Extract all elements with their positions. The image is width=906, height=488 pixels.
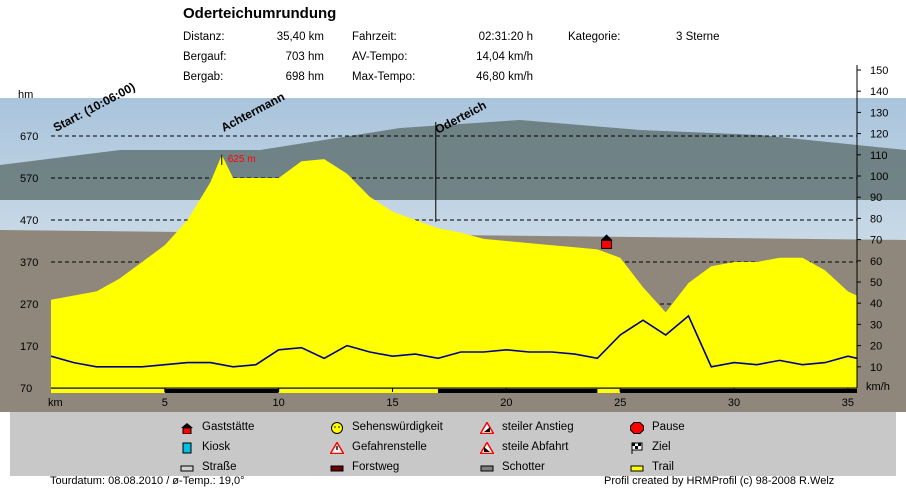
stat-value: 02:31:20 h [478,31,533,43]
stat-value: 46,80 km/h [476,71,533,83]
legend-label: steile Abfahrt [502,441,569,453]
header: Oderteichumrundung Distanz: 35,40 km Ber… [0,0,906,98]
y-axis-label: hm [18,89,33,101]
y-tick-label: 670 [20,131,38,143]
legend-label: Forstweg [352,461,400,473]
stat-label: Fahrzeit: [352,31,397,43]
stat-label: Distanz: [183,31,225,43]
y2-tick-label: 100 [870,171,888,183]
y-tick-label: 270 [20,299,38,311]
x-tick-label: 20 [500,397,512,409]
y2-tick-label: 120 [870,129,888,141]
y-tick-label: 370 [20,257,38,269]
elevation-area [51,154,857,388]
house-icon [180,422,194,434]
poi-markers [600,234,613,249]
stat-value: 698 hm [285,71,324,83]
footer-tour-date: Tourdatum: 08.08.2010 / ø-Temp.: 19,0° [50,475,245,487]
stat-value: 3 Sterne [676,31,720,43]
legend-label: Straße [202,461,237,473]
stat-value: 703 hm [285,51,324,63]
x-tick-label: 35 [842,397,854,409]
legend-label: Gaststätte [202,421,255,433]
footer-credits: Profil created by HRMProfil (c) 98-2008 … [604,475,835,487]
stat-label: Bergauf: [183,51,227,63]
x-tick-label: 10 [273,397,285,409]
y2-tick-label: 30 [870,319,882,331]
page-title: Oderteichumrundung [183,5,337,22]
stat-label: AV-Tempo: [352,51,408,63]
legend-label: Ziel [652,441,671,453]
steep-climb-icon [480,422,494,434]
smiley-icon [330,422,344,434]
y2-tick-label: 20 [870,341,882,353]
trail-swatch [630,462,644,474]
y2-tick-label: 140 [870,86,888,98]
y2-tick-label: 130 [870,107,888,119]
surface-segment [438,389,598,393]
stat-label: Max-Tempo: [352,71,416,83]
y2-tick-label: 10 [870,362,882,374]
peak-value-label: 625 m [228,154,256,165]
y-tick-label: 570 [20,173,38,185]
stop-icon [630,422,644,434]
x-tick-label: 30 [728,397,740,409]
stat-value: 14,04 km/h [476,51,533,63]
legend-label: Kiosk [202,441,231,453]
speed-line [50,314,858,368]
stat-label: Bergab: [183,71,224,83]
finish-flag-icon [630,442,644,454]
y-tick-label: 70 [20,383,32,395]
x-tick-label: 25 [614,397,626,409]
legend-label: Pause [652,421,685,433]
stat-label: Kategorie: [568,31,621,43]
surface-segment [620,389,857,393]
y-tick-label: 470 [20,215,38,227]
legend: Gaststätte Kiosk Straße Sehenswürdigkeit Gef… [10,412,896,476]
surface-segment [278,389,439,393]
y2-tick-label: 150 [870,65,888,77]
y2-tick-label: 70 [870,235,882,247]
surface-segment [51,389,165,393]
warning-icon [330,442,344,454]
y2-tick-label: 50 [870,277,882,289]
legend-label: Trail [652,461,674,473]
y2-tick-label: 80 [870,213,882,225]
surface-segment [164,389,279,393]
x-tick-label: 5 [162,397,168,409]
legend-label: Gefahrenstelle [352,441,427,453]
house-icon [601,239,613,249]
house-roof-icon [600,234,613,241]
legend-label: Sehenswürdigkeit [352,421,443,433]
x-tick-labels: 5 10 15 20 25 30 35 [162,388,854,409]
surface-segment [597,389,621,393]
surface-bar [51,389,857,393]
y2-tick-label: 110 [870,150,888,162]
road-swatch [180,462,194,474]
gravel-swatch [480,462,494,474]
kiosk-icon [180,442,194,454]
y2-axis-label: km/h [866,381,890,393]
y-tick-labels: 70 170 270 370 470 570 670 [20,131,38,395]
y-tick-label: 170 [20,341,38,353]
y2-tick-label: 40 [870,298,882,310]
y2-tick-label: 90 [870,192,882,204]
x-tick-label: 15 [386,397,398,409]
stat-value: 35,40 km [276,31,324,43]
forest-road-swatch [330,462,344,474]
legend-label: Schotter [502,461,545,473]
legend-label: steiler Anstieg [502,421,574,433]
x-axis-label: km [48,397,63,409]
y2-tick-labels: 10 20 30 40 50 60 70 80 90 100 110 120 130 140 150 [857,65,888,374]
steep-descent-icon [480,442,494,454]
y2-tick-label: 60 [870,256,882,268]
